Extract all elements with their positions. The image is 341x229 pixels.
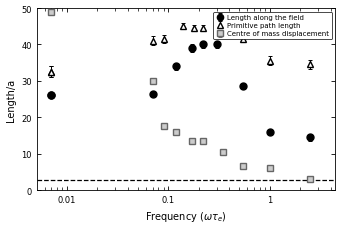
- Legend: Length along the field, Primitive path length, Centre of mass displacement: Length along the field, Primitive path l…: [213, 12, 332, 40]
- X-axis label: Frequency ($\omega\tau_e$): Frequency ($\omega\tau_e$): [145, 210, 227, 224]
- Y-axis label: Length/a: Length/a: [5, 78, 16, 121]
